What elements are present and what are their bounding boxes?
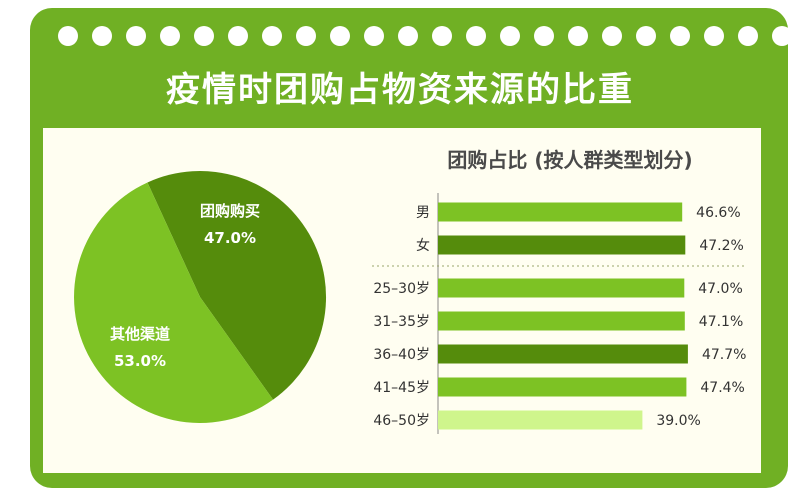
bar-category-label: 31–35岁	[373, 314, 430, 330]
bar-value-label: 46.6%	[696, 205, 740, 221]
bar-value-label: 47.0%	[698, 281, 742, 297]
bar	[438, 410, 643, 430]
scallop-dot	[432, 26, 452, 46]
pie-slice	[147, 170, 327, 400]
bar-category-label: 46–50岁	[373, 413, 430, 429]
bar	[438, 278, 685, 298]
scallop-dot	[534, 26, 554, 46]
bar-value-label: 47.1%	[699, 314, 743, 330]
scallop-dot	[58, 26, 78, 46]
bar	[438, 202, 683, 222]
bar-category-label: 男	[416, 205, 430, 221]
scallop-dot	[92, 26, 112, 46]
bar	[438, 344, 688, 364]
scallop-dot	[602, 26, 622, 46]
scallop-dot	[398, 26, 418, 46]
scallop-dot	[738, 26, 758, 46]
pie-slice-value: 47.0%	[204, 229, 256, 247]
bar	[438, 311, 685, 331]
bar-value-label: 47.2%	[699, 238, 743, 254]
scallop-dot	[160, 26, 180, 46]
bar-category-label: 25–30岁	[373, 281, 430, 297]
pie-slice-label: 其他渠道	[110, 325, 170, 343]
scallop-dot	[704, 26, 724, 46]
chart-canvas: 团购购买 47.0% 其他渠道 53.0% 团购占比 (按人群类型划分) 男 46.6% 女 4…	[74, 148, 746, 434]
pie-slice	[74, 182, 274, 423]
scallop-dot	[772, 26, 792, 46]
scallop-dot	[466, 26, 486, 46]
bar	[438, 377, 687, 397]
bar	[438, 235, 686, 255]
bar-value-label: 39.0%	[656, 413, 700, 429]
scallop-dot	[126, 26, 146, 46]
page-title: 疫情时团购占物资来源的比重	[166, 70, 634, 110]
pie-slice-value: 53.0%	[114, 352, 166, 370]
scallop-dot	[296, 26, 316, 46]
bar-value-label: 47.4%	[700, 380, 744, 396]
bar-category-label: 36–40岁	[373, 347, 430, 363]
scallop-dot	[364, 26, 384, 46]
scallop-dot	[262, 26, 282, 46]
scallop-dot	[500, 26, 520, 46]
scallop-dot	[228, 26, 248, 46]
scallop-dot	[194, 26, 214, 46]
scallop-dot	[330, 26, 350, 46]
pie-slice-label: 团购购买	[200, 202, 260, 220]
scallop-dot	[670, 26, 690, 46]
bar-value-label: 47.7%	[702, 347, 746, 363]
scallop-dot	[568, 26, 588, 46]
bar-chart-title: 团购占比 (按人群类型划分)	[447, 148, 692, 172]
scalloped-border	[0, 0, 800, 46]
bar-category-label: 女	[416, 237, 430, 254]
scallop-dot	[636, 26, 656, 46]
bar-category-label: 41–45岁	[373, 380, 430, 396]
